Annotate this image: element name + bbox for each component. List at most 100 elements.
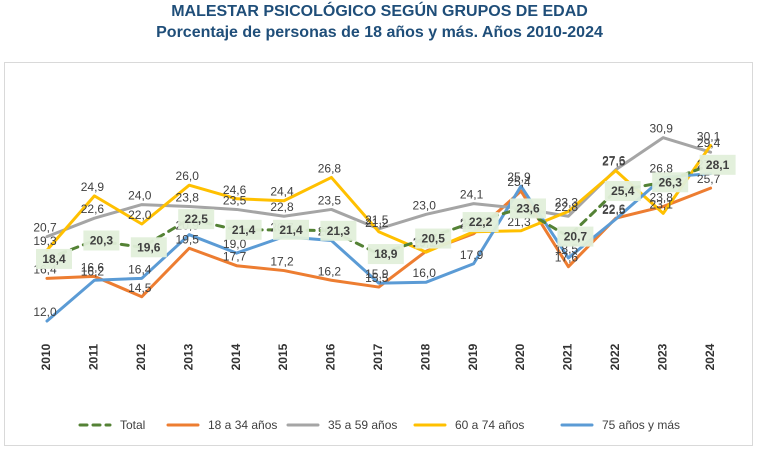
data-label: 17,2	[270, 255, 294, 269]
data-label: 23,5	[318, 193, 342, 207]
data-label: 23,0	[413, 198, 437, 212]
x-tick-label: 2014	[229, 343, 243, 370]
total-data-label: 19,6	[137, 240, 161, 254]
total-label-box	[83, 230, 120, 251]
data-label: 22,5	[602, 203, 626, 217]
total-data-label: 20,3	[90, 233, 114, 247]
total-label-box	[36, 248, 72, 269]
total-data-label: 28,1	[706, 158, 730, 172]
data-label: 26,8	[650, 161, 674, 175]
chart-subtitle: Porcentaje de personas de 18 años y más.…	[156, 24, 603, 41]
total-label-box	[367, 244, 404, 265]
legend-label: 75 años y más	[602, 418, 680, 432]
x-tick-label: 2012	[134, 343, 148, 370]
data-label: 24,4	[270, 185, 294, 199]
data-label: 16,6	[81, 260, 105, 274]
total-data-label: 20,5	[422, 232, 446, 246]
chart-title: MALESTAR PSICOLÓGICO SEGÚN GRUPOS DE EDA…	[171, 3, 588, 20]
series-line-75-años-y-más	[45, 172, 713, 323]
legend-label: 35 a 59 años	[328, 418, 397, 432]
total-label-box	[652, 172, 689, 193]
x-tick-label: 2022	[608, 343, 622, 370]
data-label: 16,4	[128, 262, 152, 276]
legend-label: Total	[120, 418, 145, 432]
total-data-label: 26,3	[659, 175, 683, 189]
total-label-box	[699, 154, 736, 175]
data-label: 24,1	[460, 188, 484, 202]
total-label-box	[130, 237, 167, 258]
data-label: 30,1	[697, 129, 721, 143]
data-label: 19,3	[33, 234, 57, 248]
x-tick-label: 2018	[418, 343, 432, 370]
x-tick-label: 2013	[181, 343, 195, 370]
legend-label: 60 a 74 años	[455, 418, 524, 432]
data-label: 15,9	[365, 267, 389, 281]
data-label: 26,8	[318, 161, 342, 175]
total-data-label: 22,2	[469, 215, 493, 229]
x-tick-label: 2019	[466, 343, 480, 370]
data-label: 25,9	[507, 170, 531, 184]
data-label: 14,5	[128, 281, 152, 295]
data-label: 19,5	[176, 232, 200, 246]
data-label: 21,2	[365, 216, 389, 230]
series-line-18-a-34-años	[45, 186, 713, 299]
data-label: 22,6	[81, 202, 105, 216]
data-label: 23,5	[223, 193, 247, 207]
data-label: 21,5	[365, 213, 389, 227]
x-tick-label: 2015	[276, 343, 290, 370]
data-label: 16,2	[81, 264, 105, 278]
data-label: 24,6	[223, 183, 247, 197]
total-data-label: 18,9	[374, 247, 398, 261]
data-label: 22,8	[270, 200, 294, 214]
data-label: 26,0	[176, 169, 200, 183]
total-data-label: 20,7	[564, 230, 588, 244]
x-tick-label: 2011	[87, 344, 101, 370]
data-label: 25,7	[697, 172, 721, 186]
data-label: 30,9	[650, 122, 674, 136]
total-label-box	[604, 181, 641, 202]
data-label: 19,0	[223, 237, 247, 251]
data-label: 16,2	[318, 264, 342, 278]
chart-frame	[4, 62, 753, 446]
data-label: 16,0	[413, 266, 437, 280]
data-label: 27,5	[602, 155, 626, 169]
total-data-label: 25,4	[611, 184, 635, 198]
data-label: 17,6	[555, 251, 579, 265]
total-data-label: 23,6	[516, 201, 540, 215]
total-data-label: 21,3	[327, 224, 351, 238]
total-data-label: 18,4	[42, 252, 66, 266]
x-tick-label: 2024	[703, 343, 717, 370]
total-label-box	[462, 212, 499, 233]
data-label: 22,6	[602, 202, 626, 216]
data-label: 22,8	[555, 200, 579, 214]
data-label: 15,5	[365, 271, 389, 285]
data-label: 23,8	[176, 191, 200, 205]
data-label: 12,0	[33, 305, 57, 319]
x-tick-label: 2016	[324, 343, 338, 370]
total-label-box	[510, 198, 546, 219]
total-label-box	[225, 219, 262, 240]
legend-label: 18 a 34 años	[208, 418, 277, 432]
total-data-label: 21,4	[232, 223, 256, 237]
data-label: 22,0	[128, 208, 152, 222]
total-label-box	[415, 228, 452, 249]
data-label: 25,4	[507, 175, 531, 189]
x-tick-label: 2021	[561, 343, 575, 370]
data-label: 23,1	[650, 197, 674, 211]
x-tick-label: 2010	[39, 343, 53, 370]
total-label-box	[320, 220, 357, 241]
data-label: 23,8	[650, 191, 674, 205]
data-label: 17,9	[460, 248, 484, 262]
data-label: 17,7	[223, 250, 247, 264]
data-label: 24,9	[81, 180, 105, 194]
data-label: 20,7	[33, 221, 57, 235]
x-tick-label: 2020	[513, 343, 527, 370]
data-label: 24,0	[128, 189, 152, 203]
series-line-60-a-74-años	[45, 143, 713, 254]
total-data-label: 21,4	[279, 223, 303, 237]
total-label-box	[178, 209, 215, 230]
x-tick-label: 2023	[655, 343, 669, 370]
data-label: 27,6	[602, 154, 626, 168]
total-label-box	[557, 226, 594, 247]
